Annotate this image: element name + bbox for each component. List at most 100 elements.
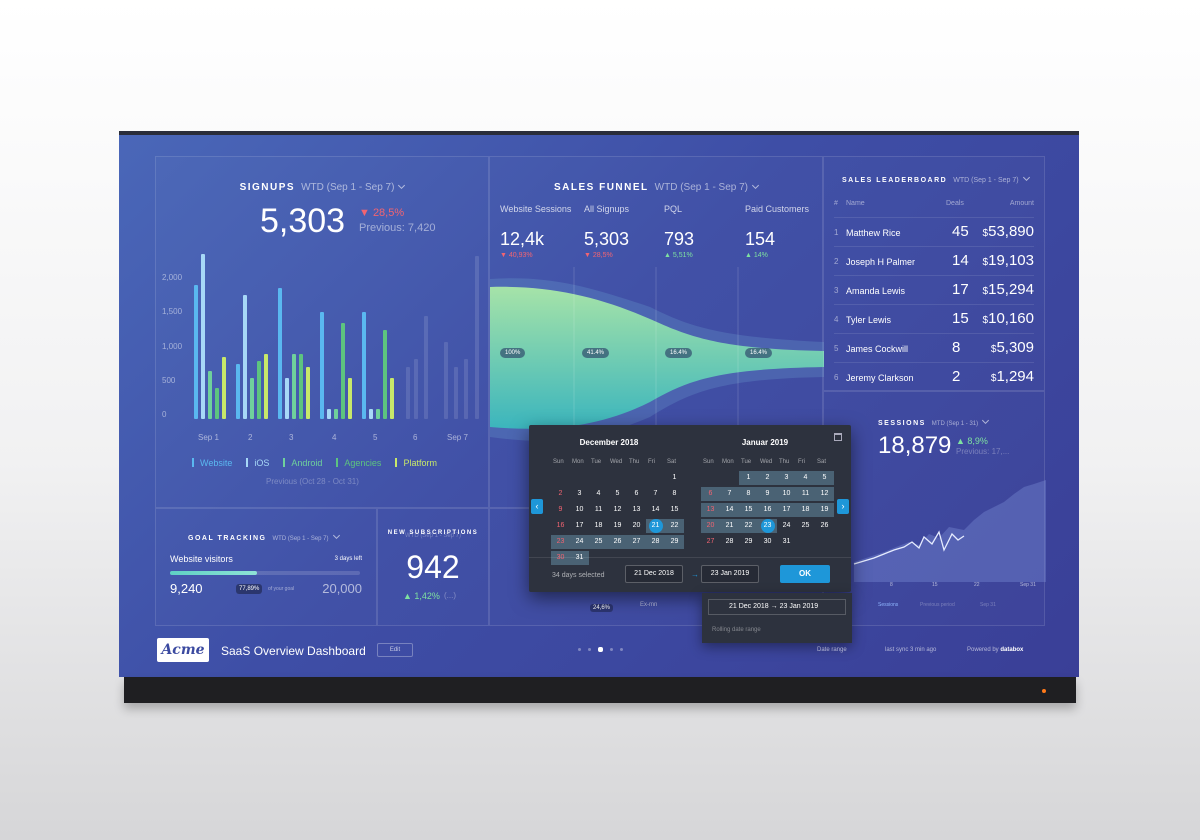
calendar-day[interactable]: 5 [815, 471, 834, 485]
calendar-day[interactable]: 2 [758, 471, 777, 485]
page-dot[interactable] [620, 648, 623, 651]
calendar-day[interactable]: 8 [739, 487, 758, 501]
signups-delta: ▼ 28,5% [359, 207, 405, 219]
chevron-down-icon[interactable] [398, 181, 406, 190]
chevron-down-icon[interactable] [1022, 173, 1030, 182]
end-date-input[interactable]: 23 Jan 2019 [701, 565, 759, 583]
leaderboard-range[interactable]: WTD (Sep 1 - Sep 7) [953, 177, 1019, 184]
calendar-day[interactable]: 15 [739, 503, 758, 517]
legend-item-agencies[interactable]: Agencies [336, 458, 381, 468]
calendar-day[interactable]: 2 [558, 490, 563, 497]
chevron-down-icon[interactable] [982, 416, 990, 425]
page-dot[interactable] [610, 648, 613, 651]
calendar-day[interactable]: 20 [632, 522, 641, 529]
calendar-day[interactable]: 25 [589, 535, 608, 549]
calendar-day[interactable]: 11 [594, 506, 603, 513]
goal-range[interactable]: WTD (Sep 1 - Sep 7) [272, 536, 329, 542]
calendar-day[interactable]: 18 [796, 503, 815, 517]
page-dot-active[interactable] [598, 647, 603, 652]
calendar-day[interactable]: 30 [551, 551, 570, 565]
calendar-day[interactable]: 25 [801, 522, 810, 529]
calendar-day[interactable]: 13 [632, 506, 641, 513]
calendar-day[interactable]: 26 [608, 535, 627, 549]
calendar-day[interactable]: 10 [575, 506, 584, 513]
sales-funnel-panel: SALES FUNNEL WTD (Sep 1 - Sep 7) Website … [489, 156, 824, 508]
calendar-day[interactable]: 19 [815, 503, 834, 517]
calendar-day[interactable]: 6 [634, 490, 639, 497]
calendar-day[interactable]: 3 [777, 471, 796, 485]
calendar-day[interactable]: 23 [758, 519, 777, 533]
calendar-day[interactable]: 13 [701, 503, 720, 517]
calendar-day[interactable]: 11 [796, 487, 815, 501]
calendar-day[interactable]: 28 [646, 535, 665, 549]
signups-range[interactable]: WTD (Sep 1 - Sep 7) [301, 182, 395, 193]
date-range-select[interactable]: 21 Dec 2018 → 23 Jan 2019 [708, 599, 846, 615]
calendar-day[interactable]: 23 [551, 535, 570, 549]
calendar-day[interactable]: 19 [613, 522, 622, 529]
subs-delta: ▲ 1,42% [403, 591, 440, 601]
calendar-day[interactable]: 14 [651, 506, 660, 513]
calendar-day[interactable]: 3 [577, 490, 582, 497]
calendar-day[interactable]: 14 [720, 503, 739, 517]
calendar-day[interactable]: 16 [556, 522, 565, 529]
signups-title: SIGNUPS [239, 182, 296, 193]
calendar-day[interactable]: 28 [725, 538, 734, 545]
funnel-range[interactable]: WTD (Sep 1 - Sep 7) [654, 182, 749, 193]
chevron-down-icon[interactable] [332, 531, 340, 540]
calendar-day[interactable]: 30 [763, 538, 772, 545]
calendar-day[interactable]: 27 [627, 535, 646, 549]
page-dot[interactable] [578, 648, 581, 651]
calendar-day[interactable]: 5 [615, 490, 620, 497]
calendar-day[interactable]: 29 [744, 538, 753, 545]
calendar-day[interactable]: 1 [672, 474, 677, 481]
sessions-range[interactable]: MTD (Sep 1 - 31) [931, 421, 979, 427]
calendar-day[interactable]: 4 [596, 490, 601, 497]
page-dot[interactable] [588, 648, 591, 651]
calendar-day[interactable]: 7 [720, 487, 739, 501]
calendar-day[interactable]: 9 [758, 487, 777, 501]
legend-item-android[interactable]: Android [283, 458, 322, 468]
legend-item-platform[interactable]: Platform [395, 458, 437, 468]
ok-button[interactable]: OK [780, 565, 830, 583]
calendar-day[interactable]: 24 [782, 522, 791, 529]
date-range-button[interactable]: Date range [817, 647, 847, 653]
calendar-day[interactable]: 18 [594, 522, 603, 529]
edit-button[interactable]: Edit [377, 643, 413, 657]
calendar-day[interactable]: 6 [701, 487, 720, 501]
calendar-day[interactable]: 7 [653, 490, 658, 497]
start-date-input[interactable]: 21 Dec 2018 [625, 565, 683, 583]
calendar-day[interactable]: 31 [570, 551, 589, 565]
calendar-day[interactable]: 17 [575, 522, 584, 529]
calendar-icon[interactable] [834, 433, 842, 441]
calendar-day[interactable]: 24 [570, 535, 589, 549]
calendar-day[interactable]: 4 [796, 471, 815, 485]
calendar-day[interactable]: 21 [646, 519, 665, 533]
calendar-day[interactable]: 22 [665, 519, 684, 533]
subs-range[interactable]: WTD (Sep 1 - Sep 7) [404, 533, 461, 539]
legend-item-ios[interactable]: iOS [246, 458, 269, 468]
calendar-day[interactable]: 15 [670, 506, 679, 513]
calendar-day[interactable]: 27 [706, 538, 715, 545]
calendar-day[interactable]: 31 [782, 538, 791, 545]
y-tick: 1,500 [162, 307, 183, 316]
calendar-day[interactable]: 1 [739, 471, 758, 485]
prev-month-button[interactable]: ‹ [531, 499, 543, 514]
rolling-date-range-toggle[interactable]: Rolling date range [712, 627, 761, 633]
calendar-day[interactable]: 10 [777, 487, 796, 501]
calendar-day[interactable]: 17 [777, 503, 796, 517]
calendar-day[interactable]: 12 [613, 506, 622, 513]
calendar-day[interactable]: 16 [758, 503, 777, 517]
arrow-right-icon: → [691, 570, 699, 579]
goal-tracking-panel: GOAL TRACKING WTD (Sep 1 - Sep 7) Website… [155, 508, 377, 626]
calendar-day[interactable]: 9 [558, 506, 563, 513]
next-month-button[interactable]: › [837, 499, 849, 514]
calendar-day[interactable]: 22 [739, 519, 758, 533]
calendar-day[interactable]: 20 [701, 519, 720, 533]
calendar-day[interactable]: 12 [815, 487, 834, 501]
legend-item-website[interactable]: Website [192, 458, 232, 468]
calendar-day[interactable]: 21 [720, 519, 739, 533]
calendar-day[interactable]: 29 [665, 535, 684, 549]
calendar-day[interactable]: 26 [820, 522, 829, 529]
calendar-day[interactable]: 8 [672, 490, 677, 497]
chevron-down-icon[interactable] [751, 181, 760, 190]
